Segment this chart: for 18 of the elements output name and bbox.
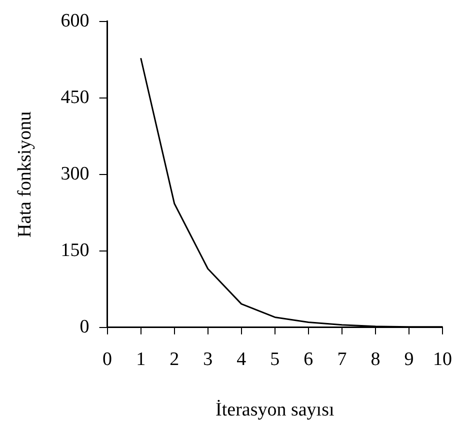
x-tick-label: 10 xyxy=(433,348,452,370)
x-tick-label: 2 xyxy=(170,348,180,370)
y-tick-label: 0 xyxy=(80,316,90,338)
y-tick-label: 600 xyxy=(60,10,90,32)
y-tick-label: 450 xyxy=(60,86,90,108)
y-tick-label: 300 xyxy=(60,163,90,184)
x-tick-label: 0 xyxy=(102,348,112,370)
x-tick-label: 9 xyxy=(404,348,414,370)
x-tick-label: 5 xyxy=(270,348,280,370)
x-tick-label: 8 xyxy=(370,348,380,370)
x-tick-label: 1 xyxy=(136,348,146,370)
x-tick-label: 6 xyxy=(304,348,314,370)
y-axis-title: Hata fonksiyonu xyxy=(14,110,36,238)
x-axis-title: İterasyon sayısı xyxy=(216,400,334,421)
x-tick-label: 7 xyxy=(337,348,347,370)
y-tick-label: 150 xyxy=(60,240,90,261)
x-tick-label: 4 xyxy=(236,348,247,370)
x-tick-label: 3 xyxy=(203,348,213,370)
